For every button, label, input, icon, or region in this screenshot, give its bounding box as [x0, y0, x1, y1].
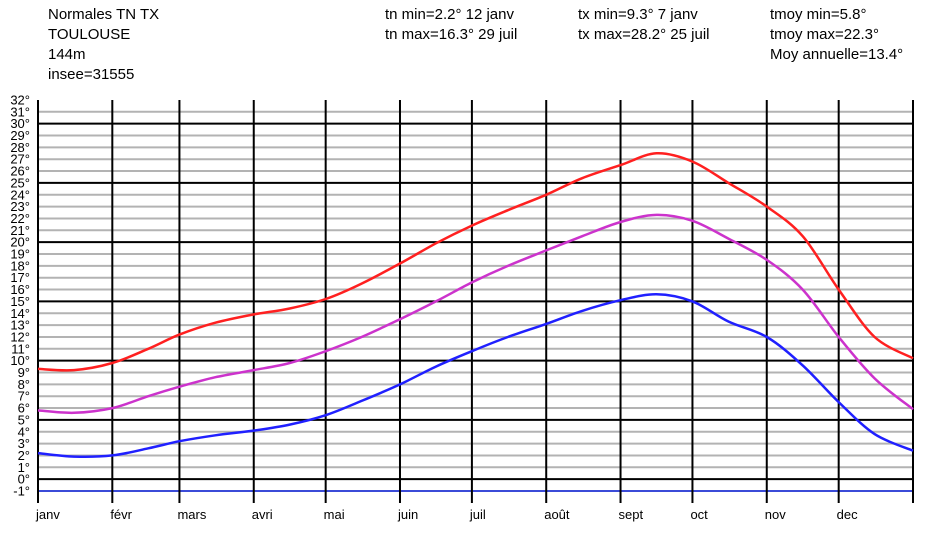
- chart-title: Normales TN TX: [48, 6, 160, 23]
- y-tick-label: 1°: [18, 460, 30, 475]
- y-tick-label: 30°: [10, 116, 30, 131]
- tmoy-min-label: tmoy min=5.8°: [770, 6, 867, 23]
- station-insee: insee=31555: [48, 66, 135, 83]
- y-tick-label: -1°: [13, 484, 30, 499]
- y-tick-label: 24°: [10, 187, 30, 202]
- y-tick-label: 31°: [10, 104, 30, 119]
- tx-max-label: tx max=28.2° 25 juil: [578, 26, 710, 43]
- month-label-dec: dec: [837, 507, 858, 522]
- month-label-janv: janv: [35, 507, 60, 522]
- y-tick-label: 17°: [10, 270, 30, 285]
- y-tick-label: 16°: [10, 282, 30, 297]
- month-label-août: août: [544, 507, 570, 522]
- y-tick-label: 7°: [18, 389, 30, 404]
- y-tick-label: 13°: [10, 318, 30, 333]
- month-label-mars: mars: [177, 507, 206, 522]
- y-tick-label: 5°: [18, 412, 30, 427]
- x-axis-ticks: janv févr mars avri mai juin juil août sept oct no…: [35, 507, 858, 522]
- month-label-juin: juin: [397, 507, 418, 522]
- month-label-juil: juil: [469, 507, 486, 522]
- y-tick-label: 32°: [10, 92, 30, 107]
- y-tick-label: 29°: [10, 128, 30, 143]
- y-tick-label: 12°: [10, 329, 30, 344]
- y-tick-label: 9°: [18, 365, 30, 380]
- y-tick-label: 28°: [10, 140, 30, 155]
- y-tick-label: 26°: [10, 164, 30, 179]
- month-label-nov: nov: [765, 507, 786, 522]
- y-tick-label: 8°: [18, 377, 30, 392]
- y-tick-label: 0°: [18, 472, 30, 487]
- y-tick-label: 10°: [10, 353, 30, 368]
- series-lines: [37, 152, 914, 459]
- series-line-tn: [37, 293, 914, 459]
- y-tick-label: 6°: [18, 401, 30, 416]
- series-line-tx: [37, 152, 914, 372]
- month-label-mai: mai: [324, 507, 345, 522]
- series-line-tmoy: [37, 213, 914, 415]
- month-label-avri: avri: [252, 507, 273, 522]
- y-tick-label: 25°: [10, 175, 30, 190]
- y-tick-label: 21°: [10, 223, 30, 238]
- grid: [37, 99, 914, 503]
- tmoy-max-label: tmoy max=22.3°: [770, 26, 879, 43]
- month-label-févr: févr: [110, 507, 132, 522]
- y-tick-label: 23°: [10, 199, 30, 214]
- month-label-oct: oct: [690, 507, 708, 522]
- station-altitude: 144m: [48, 46, 86, 63]
- tx-min-label: tx min=9.3° 7 janv: [578, 6, 698, 23]
- tn-max-label: tn max=16.3° 29 juil: [385, 26, 518, 43]
- y-tick-label: 27°: [10, 152, 30, 167]
- y-axis-ticks: -1°0°1°2°3°4°5°6°7°8°9°10°11°12°13°14°15…: [10, 92, 30, 498]
- y-tick-label: 20°: [10, 235, 30, 250]
- y-tick-label: 14°: [10, 306, 30, 321]
- y-tick-label: 11°: [11, 341, 30, 356]
- station-name: TOULOUSE: [48, 26, 131, 43]
- y-tick-label: 19°: [10, 247, 30, 262]
- month-label-sept: sept: [619, 507, 644, 522]
- y-tick-label: 3°: [18, 436, 30, 451]
- y-tick-label: 4°: [18, 424, 30, 439]
- annual-mean-label: Moy annuelle=13.4°: [770, 46, 904, 63]
- y-tick-label: 2°: [18, 448, 30, 463]
- y-tick-label: 18°: [10, 258, 30, 273]
- tn-min-label: tn min=2.2° 12 janv: [385, 6, 514, 23]
- y-tick-label: 22°: [10, 211, 30, 226]
- y-tick-label: 15°: [10, 294, 30, 309]
